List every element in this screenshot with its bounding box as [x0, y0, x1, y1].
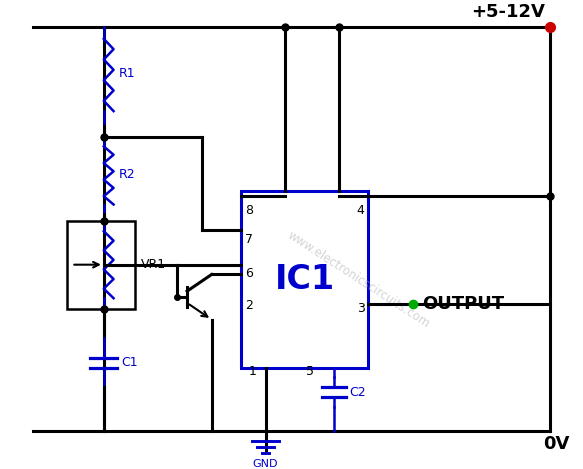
Text: R1: R1	[118, 67, 135, 80]
Bar	[66, 220, 135, 309]
Text: IC1: IC1	[275, 263, 335, 296]
Text: 7: 7	[245, 233, 253, 246]
Text: 1: 1	[249, 365, 257, 378]
Text: VR1: VR1	[141, 258, 166, 271]
Text: GND: GND	[253, 459, 278, 469]
Bar	[241, 191, 368, 368]
Text: C2: C2	[349, 386, 366, 399]
Text: +5-12V: +5-12V	[471, 3, 545, 21]
Text: www.electronicscircuits.com: www.electronicscircuits.com	[285, 228, 432, 330]
Text: 3: 3	[357, 302, 364, 315]
Text: 0V: 0V	[543, 435, 570, 453]
Text: 4: 4	[357, 204, 364, 217]
Text: 5: 5	[305, 365, 314, 378]
Text: C1: C1	[121, 356, 138, 369]
Text: R2: R2	[118, 168, 135, 181]
Text: 6: 6	[245, 267, 253, 280]
Text: 2: 2	[245, 299, 253, 312]
Text: OUTPUT: OUTPUT	[422, 295, 504, 313]
Text: 8: 8	[245, 204, 253, 217]
